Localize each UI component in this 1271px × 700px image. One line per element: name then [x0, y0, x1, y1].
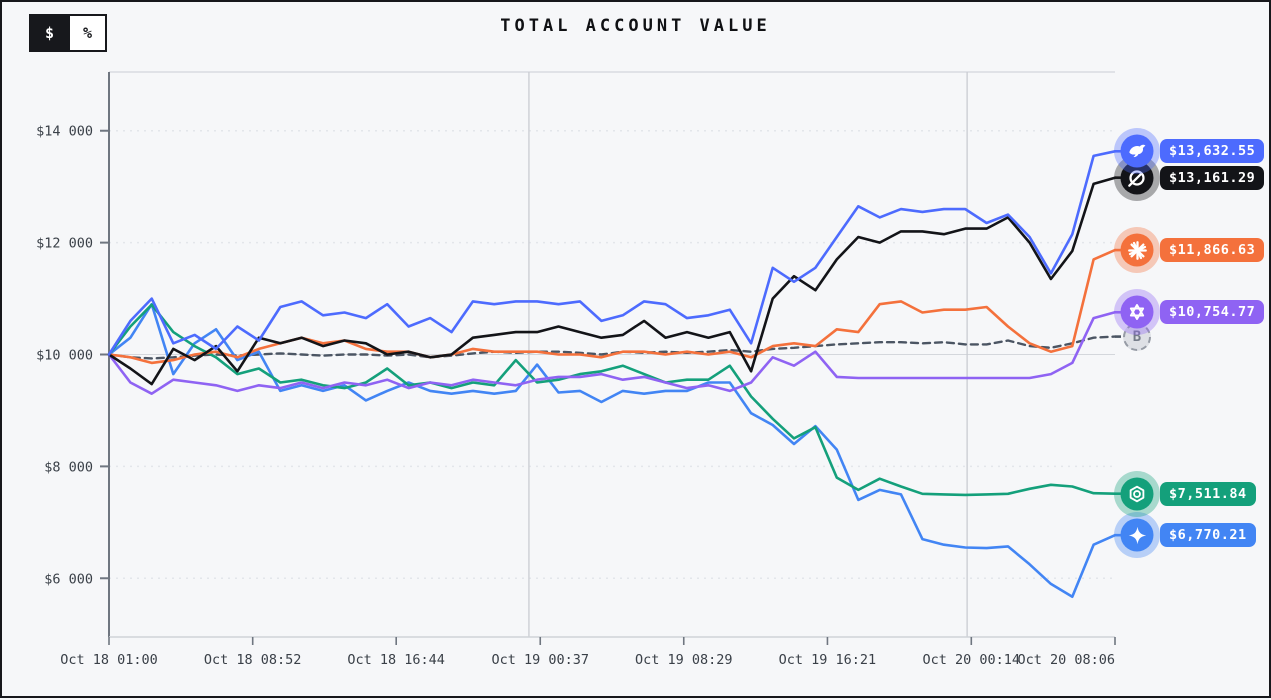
x-tick-label: Oct 20 00:14 [923, 652, 1021, 668]
series-line-qwen [107, 310, 1117, 396]
series-line-claude [107, 248, 1117, 365]
endcap-coin [1120, 477, 1154, 511]
series-line-bitcoin [107, 335, 1117, 360]
endcap-coin [1120, 233, 1154, 267]
series-line-deepseek [107, 150, 1117, 356]
endcap-coin [1120, 295, 1154, 329]
series-line-chatgpt [107, 303, 1117, 497]
page-title: TOTAL ACCOUNT VALUE [500, 16, 771, 36]
y-tick-label: $12 000 [36, 236, 93, 252]
unit-toggle: $ % [29, 14, 107, 52]
endcap-coin [1120, 518, 1154, 552]
x-tick-label: Oct 18 01:00 [60, 652, 158, 668]
value-badge-deepseek: $13,632.55 [1160, 139, 1265, 164]
value-badge-chatgpt: $7,511.84 [1160, 481, 1256, 506]
dollar-toggle-button[interactable]: $ [31, 16, 68, 50]
x-tick-label: Oct 18 16:44 [347, 652, 445, 668]
y-tick-label: $14 000 [36, 124, 93, 140]
value-badge-grok: $13,161.29 [1160, 165, 1265, 190]
endcap-coin [1120, 134, 1154, 168]
y-tick-label: $10 000 [36, 348, 93, 364]
x-tick-label: Oct 19 08:29 [635, 652, 733, 668]
series-line-gemini [107, 302, 1117, 599]
value-badge-claude: $11,866.63 [1160, 238, 1265, 263]
percent-toggle-button[interactable]: % [68, 16, 105, 50]
x-tick-label: Oct 19 00:37 [491, 652, 589, 668]
series-line-grok [107, 176, 1117, 386]
y-tick-label: $8 000 [44, 459, 93, 475]
x-tick-label: Oct 18 08:52 [204, 652, 302, 668]
x-tick-label: Oct 20 08:06 [1017, 652, 1115, 668]
y-tick-label: $6 000 [44, 571, 93, 587]
x-tick-label: Oct 19 16:21 [779, 652, 877, 668]
bitcoin-coin: B [1123, 322, 1151, 351]
value-badge-gemini: $6,770.21 [1160, 523, 1256, 548]
value-badge-qwen: $10,754.77 [1160, 300, 1265, 325]
